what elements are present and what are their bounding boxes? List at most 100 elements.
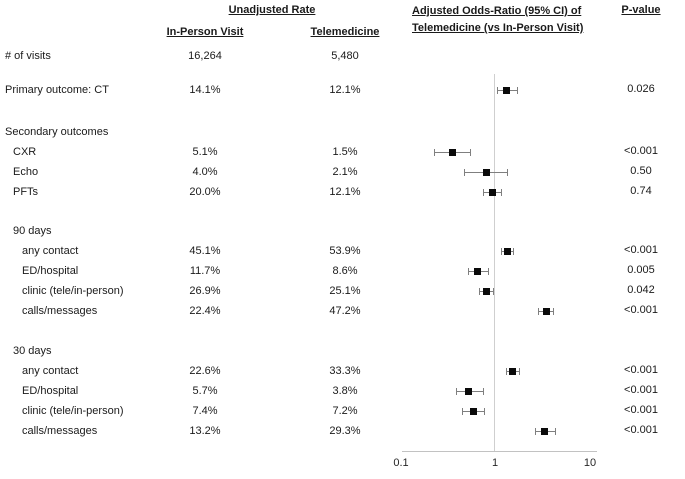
row-label: any contact [22, 365, 79, 377]
in-person-value: 16,264 [188, 50, 222, 62]
ci-upper-cap [507, 168, 509, 176]
p-value: 0.005 [627, 264, 655, 276]
ci-upper-cap [484, 407, 486, 415]
odds-ratio-marker [482, 168, 490, 176]
adjusted-or-header-line2: Telemedicine (vs In-Person Visit) [412, 22, 584, 34]
in-person-column-header: In-Person Visit [166, 26, 244, 38]
x-axis-tick-10: 10 [583, 457, 597, 469]
ci-lower-cap [433, 148, 435, 156]
odds-ratio-marker [448, 148, 456, 156]
table-row: calls/messages 13.2% 29.3% [0, 421, 398, 441]
p-value: <0.001 [624, 304, 658, 316]
p-value: 0.50 [630, 165, 652, 177]
row-label: any contact [22, 245, 79, 257]
x-axis-line [402, 451, 597, 452]
p-value: 0.026 [627, 83, 655, 95]
table-row: clinic (tele/in-person) 26.9% 25.1% [0, 281, 398, 301]
ci-lower-cap [537, 307, 539, 315]
ci-lower-cap [483, 188, 485, 196]
table-row: CXR 5.1% 1.5% [0, 142, 398, 162]
ci-upper-cap [470, 148, 472, 156]
odds-ratio-marker [503, 86, 511, 94]
in-person-value: 11.7% [189, 265, 221, 277]
telemedicine-value: 3.8% [332, 385, 358, 397]
ci-lower-cap [501, 247, 503, 255]
telemedicine-value: 47.2% [329, 305, 361, 317]
table-row: Echo 4.0% 2.1% [0, 162, 398, 182]
table-row: 30 days [0, 341, 398, 361]
table-row: Primary outcome: CT 14.1% 12.1% [0, 80, 398, 100]
ci-upper-cap [488, 267, 490, 275]
ci-lower-cap [496, 86, 498, 94]
ci-upper-cap [501, 188, 503, 196]
row-label: Primary outcome: CT [5, 84, 109, 96]
adjusted-or-header: Adjusted Odds-Ratio (95% CI) of Telemedi… [412, 3, 592, 37]
ci-upper-cap [513, 247, 515, 255]
row-label: Secondary outcomes [5, 126, 109, 138]
ci-lower-cap [505, 367, 507, 375]
odds-ratio-marker [469, 407, 477, 415]
in-person-value: 5.1% [192, 146, 218, 158]
odds-ratio-marker [464, 387, 472, 395]
telemedicine-value: 12.1% [329, 186, 361, 198]
telemedicine-value: 2.1% [332, 166, 358, 178]
table-row: PFTs 20.0% 12.1% [0, 182, 398, 202]
odds-ratio-marker [509, 367, 517, 375]
table-row: ED/hospital 11.7% 8.6% [0, 261, 398, 281]
odds-ratio-marker [489, 188, 497, 196]
ci-lower-cap [535, 427, 537, 435]
table-row: ED/hospital 5.7% 3.8% [0, 381, 398, 401]
table-row: any contact 22.6% 33.3% [0, 361, 398, 381]
ci-upper-cap [518, 367, 520, 375]
table-row: clinic (tele/in-person) 7.4% 7.2% [0, 401, 398, 421]
ci-lower-cap [455, 387, 457, 395]
row-label: calls/messages [22, 425, 98, 437]
telemedicine-value: 33.3% [329, 365, 361, 377]
row-label: ED/hospital [22, 265, 79, 277]
in-person-value: 4.0% [192, 166, 218, 178]
p-value: <0.001 [624, 364, 658, 376]
row-label: Echo [13, 166, 39, 178]
table-row: any contact 45.1% 53.9% [0, 241, 398, 261]
telemedicine-column-header: Telemedicine [310, 26, 380, 38]
odds-ratio-marker [473, 267, 481, 275]
ci-lower-cap [467, 267, 469, 275]
p-value-column-header: P-value [621, 4, 661, 16]
in-person-value: 45.1% [189, 245, 221, 257]
table-row: calls/messages 22.4% 47.2% [0, 301, 398, 321]
telemedicine-value: 25.1% [329, 285, 361, 297]
row-label: 90 days [13, 225, 52, 237]
in-person-value: 20.0% [189, 186, 221, 198]
x-axis-tick-0.1: 0.1 [393, 457, 409, 469]
p-value: 0.042 [627, 284, 655, 296]
in-person-value: 7.4% [192, 405, 218, 417]
unadjusted-rate-header: Unadjusted Rate [228, 4, 316, 16]
table-rows: # of visits 16,264 5,480 Primary outcome: C… [0, 46, 398, 441]
table-row: 90 days [0, 221, 398, 241]
p-value: <0.001 [624, 384, 658, 396]
odds-ratio-marker [482, 287, 490, 295]
ci-lower-cap [464, 168, 466, 176]
p-value: <0.001 [624, 244, 658, 256]
telemedicine-value: 29.3% [329, 425, 361, 437]
ci-upper-cap [493, 287, 495, 295]
in-person-value: 13.2% [189, 425, 221, 437]
p-value: <0.001 [624, 145, 658, 157]
row-label: 30 days [13, 345, 52, 357]
row-label: ED/hospital [22, 385, 79, 397]
table-row: # of visits 16,264 5,480 [0, 46, 398, 66]
p-value: <0.001 [624, 424, 658, 436]
odds-ratio-marker [541, 427, 548, 435]
row-label: clinic (tele/in-person) [22, 405, 124, 417]
in-person-value: 14.1% [189, 84, 221, 96]
telemedicine-value: 7.2% [332, 405, 358, 417]
row-label: clinic (tele/in-person) [22, 285, 124, 297]
ci-upper-cap [553, 307, 555, 315]
x-axis-tick-1: 1 [491, 457, 499, 469]
ci-upper-cap [516, 86, 518, 94]
row-label: calls/messages [22, 305, 98, 317]
ci-lower-cap [478, 287, 480, 295]
in-person-value: 5.7% [192, 385, 218, 397]
